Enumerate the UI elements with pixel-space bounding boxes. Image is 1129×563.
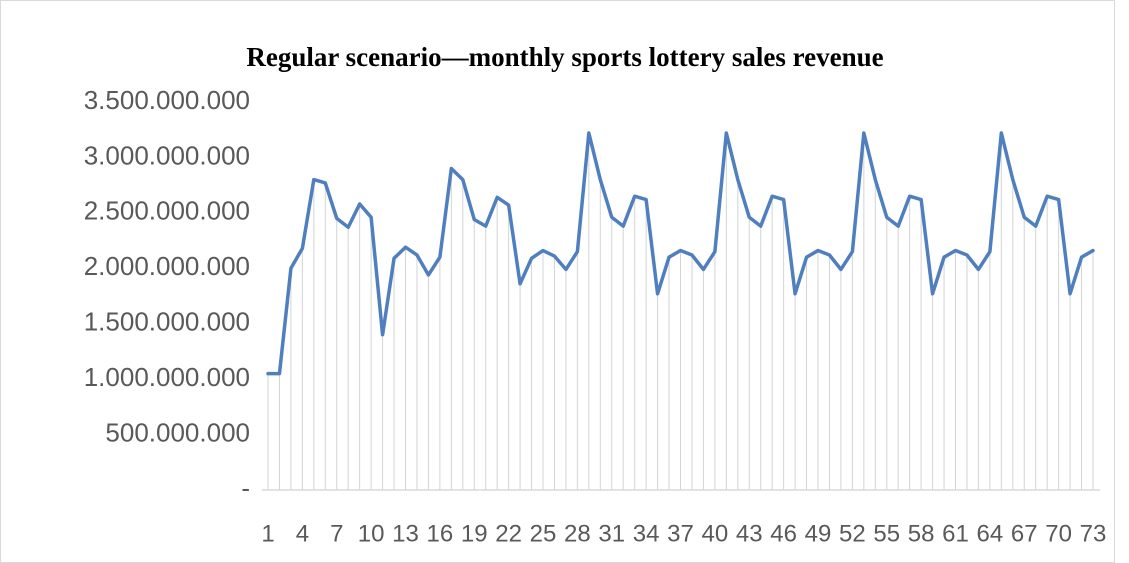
- x-tick-label: 43: [736, 520, 763, 547]
- x-tick-label: 7: [330, 520, 343, 547]
- x-tick-label: 34: [633, 520, 660, 547]
- y-tick-label: 500.000.000: [105, 417, 250, 447]
- x-tick-label: 70: [1045, 520, 1072, 547]
- x-tick-label: 10: [358, 520, 385, 547]
- x-tick-label: 67: [1011, 520, 1038, 547]
- y-tick-label: 2.000.000.000: [84, 251, 250, 281]
- y-tick-label: -: [241, 473, 250, 503]
- x-tick-label: 49: [805, 520, 832, 547]
- chart-title: Regular scenario—monthly sports lottery …: [246, 42, 883, 72]
- x-tick-label: 64: [977, 520, 1004, 547]
- y-tick-label: 1.500.000.000: [84, 307, 250, 337]
- x-tick-label: 16: [427, 520, 454, 547]
- y-tick-label: 3.500.000.000: [84, 85, 250, 115]
- x-tick-label: 22: [495, 520, 522, 547]
- y-tick-label: 2.500.000.000: [84, 196, 250, 226]
- x-tick-label: 25: [530, 520, 557, 547]
- x-tick-label: 1: [261, 520, 274, 547]
- series-line: [266, 131, 1095, 376]
- x-tick-label: 31: [598, 520, 625, 547]
- x-tick-label: 4: [296, 520, 309, 547]
- y-tick-label: 3.000.000.000: [84, 140, 250, 170]
- x-tick-label: 73: [1080, 520, 1107, 547]
- x-tick-label: 58: [908, 520, 935, 547]
- x-tick-label: 28: [564, 520, 591, 547]
- x-tick-label: 40: [702, 520, 729, 547]
- x-tick-label: 13: [392, 520, 419, 547]
- x-tick-label: 19: [461, 520, 488, 547]
- x-tick-label: 52: [839, 520, 866, 547]
- x-tick-label: 61: [942, 520, 969, 547]
- x-tick-label: 46: [770, 520, 797, 547]
- y-tick-label: 1.000.000.000: [84, 362, 250, 392]
- x-tick-label: 37: [667, 520, 694, 547]
- x-tick-label: 55: [873, 520, 900, 547]
